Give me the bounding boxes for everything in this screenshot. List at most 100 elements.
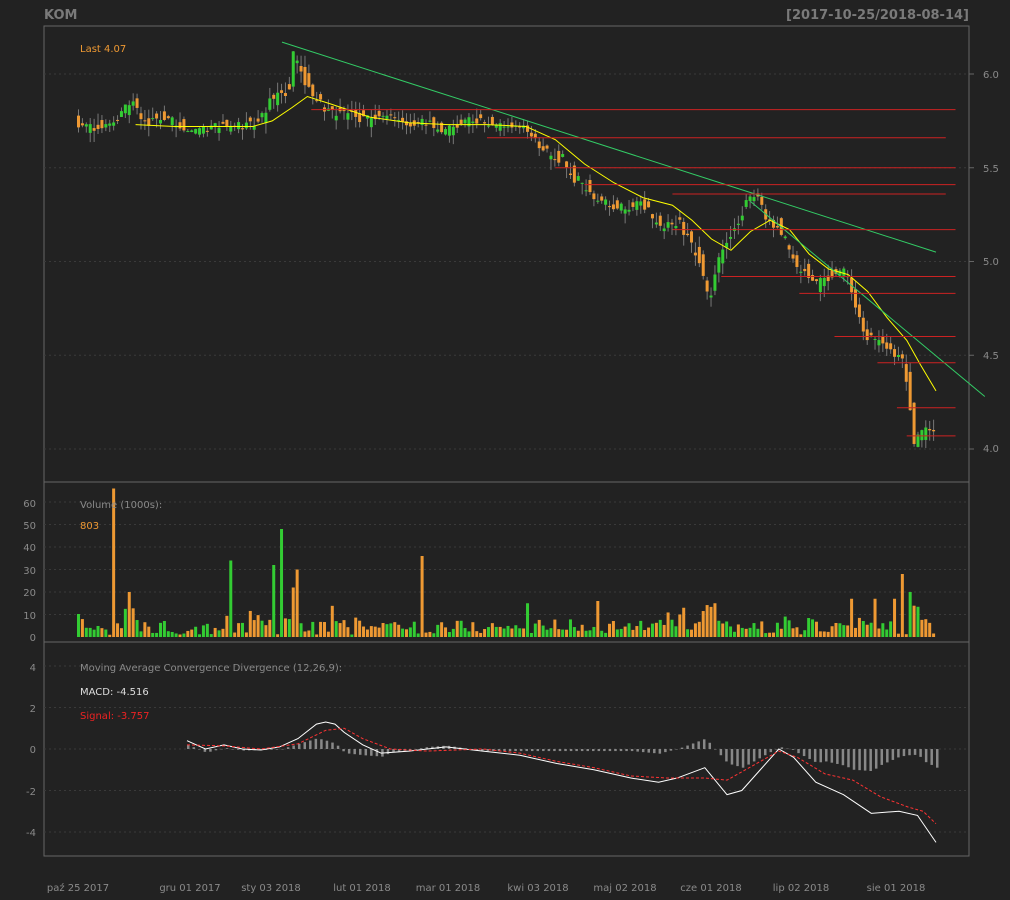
macd-histogram-bar bbox=[187, 744, 190, 749]
volume-bar bbox=[393, 622, 397, 637]
volume-bar bbox=[869, 622, 873, 637]
volume-bar bbox=[178, 634, 182, 637]
volume-bar bbox=[244, 632, 248, 637]
volume-bar bbox=[775, 622, 779, 637]
volume-bar bbox=[307, 630, 311, 637]
candle-body bbox=[729, 236, 733, 239]
macd-histogram-bar bbox=[797, 749, 800, 754]
candle-body bbox=[799, 271, 803, 273]
candle-body bbox=[506, 126, 510, 128]
volume-tick-50: 50 bbox=[23, 521, 36, 532]
volume-bar bbox=[131, 608, 135, 637]
candle-body bbox=[896, 354, 900, 358]
candle-body bbox=[486, 125, 490, 127]
candle-body bbox=[787, 245, 791, 250]
volume-bar bbox=[416, 633, 420, 637]
candle-body bbox=[795, 255, 799, 267]
volume-bar bbox=[389, 623, 393, 637]
date-range: [2017-10-25/2018-08-14] bbox=[786, 8, 969, 23]
volume-bar bbox=[127, 592, 131, 637]
macd-histogram-bar bbox=[847, 749, 850, 768]
macd-histogram-bar bbox=[553, 749, 556, 752]
candle-body bbox=[447, 125, 451, 136]
candle-body bbox=[358, 112, 362, 123]
candle-body bbox=[260, 113, 264, 118]
macd-histogram-bar bbox=[270, 749, 273, 750]
candle-body bbox=[643, 199, 647, 210]
macd-histogram-bar bbox=[780, 747, 784, 749]
candle-body bbox=[924, 427, 928, 440]
volume-bar bbox=[502, 628, 506, 637]
candle-body bbox=[838, 270, 842, 276]
volume-bar bbox=[283, 618, 287, 637]
volume-bar bbox=[233, 632, 237, 637]
volume-bar bbox=[756, 628, 760, 637]
signal-line bbox=[186, 727, 937, 825]
macd-histogram-bar bbox=[686, 745, 689, 749]
macd-histogram-bar bbox=[231, 749, 234, 750]
candle-body bbox=[397, 119, 401, 121]
macd-histogram-bar bbox=[708, 742, 712, 749]
volume-bar bbox=[705, 605, 709, 637]
candle-body bbox=[736, 223, 740, 225]
macd-histogram-bar bbox=[325, 740, 329, 749]
macd-histogram-bar bbox=[486, 749, 490, 752]
volume-tick-0: 0 bbox=[30, 633, 36, 644]
volume-bar bbox=[787, 620, 791, 637]
macd-histogram-bar bbox=[808, 749, 811, 759]
macd-histogram-bar bbox=[630, 749, 634, 752]
volume-bar bbox=[112, 488, 116, 637]
volume-bar bbox=[725, 621, 729, 637]
volume-bar bbox=[248, 610, 252, 637]
candle-body bbox=[904, 364, 908, 382]
volume-bar bbox=[287, 619, 291, 637]
candle-body bbox=[631, 202, 635, 207]
chart-frame bbox=[43, 25, 970, 857]
candle-body bbox=[155, 113, 159, 119]
candle-body bbox=[244, 122, 248, 129]
volume-panel bbox=[77, 488, 936, 637]
volume-bar bbox=[151, 632, 155, 637]
candle-body bbox=[205, 130, 209, 132]
candle-body bbox=[248, 117, 252, 122]
macd-histogram-bar bbox=[758, 749, 761, 759]
macd-histogram-bar bbox=[275, 749, 279, 750]
candle-body bbox=[596, 200, 600, 202]
candle-body bbox=[315, 100, 319, 102]
volume-bar bbox=[213, 627, 217, 637]
price-tick-5.5: 5.5 bbox=[983, 164, 999, 175]
candle-body bbox=[615, 200, 619, 209]
candle-body bbox=[900, 354, 904, 359]
last-price-label: Last 4.07 bbox=[80, 44, 126, 55]
volume-bar bbox=[408, 627, 412, 637]
volume-bar bbox=[362, 626, 366, 637]
volume-bar bbox=[490, 623, 494, 637]
volume-bar bbox=[428, 631, 432, 637]
candle-body bbox=[123, 104, 127, 114]
candle-body bbox=[80, 123, 84, 126]
candle-body bbox=[408, 122, 412, 127]
candle-body bbox=[77, 115, 80, 128]
volume-tick-60: 60 bbox=[23, 499, 36, 510]
macd-histogram-bar bbox=[669, 749, 673, 751]
candle-body bbox=[682, 221, 686, 235]
volume-title: Volume (1000s): bbox=[80, 500, 162, 511]
macd-histogram-bar bbox=[924, 749, 928, 763]
volume-axis: 60 50 40 30 20 10 0 bbox=[23, 499, 36, 644]
volume-bar bbox=[639, 620, 643, 637]
candle-body bbox=[889, 343, 893, 350]
volume-bar bbox=[96, 625, 100, 637]
candle-body bbox=[377, 110, 381, 117]
candle-body bbox=[131, 101, 135, 106]
volume-bar bbox=[268, 619, 272, 637]
volume-bar bbox=[900, 574, 904, 637]
candle-body bbox=[647, 201, 651, 208]
candle-body bbox=[373, 114, 377, 120]
volume-bar bbox=[736, 624, 740, 637]
volume-bar bbox=[143, 622, 147, 637]
candle-body bbox=[354, 109, 358, 117]
volume-bar bbox=[479, 632, 483, 637]
candle-body bbox=[701, 254, 705, 276]
macd-histogram-bar bbox=[725, 749, 728, 762]
macd-histogram-bar bbox=[564, 749, 567, 752]
